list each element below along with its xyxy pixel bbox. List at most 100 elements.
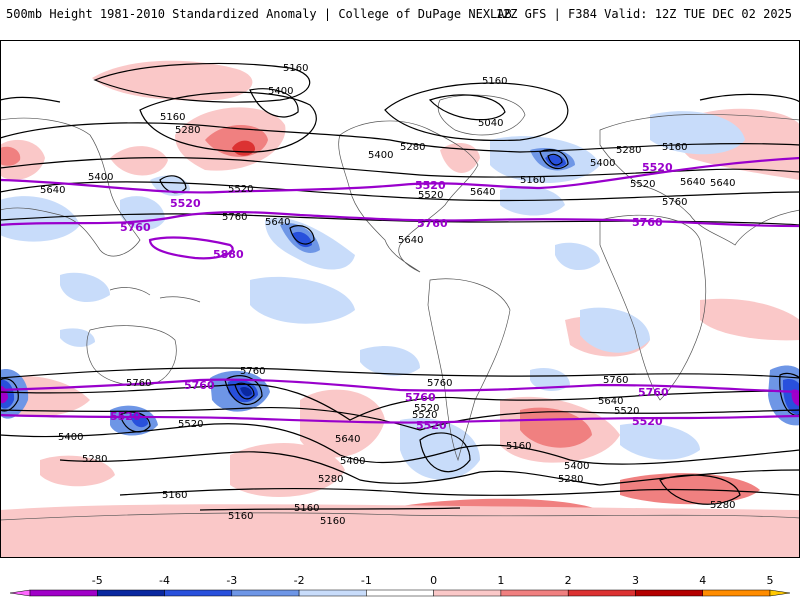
- highlight-5760-north: [0, 211, 800, 228]
- contour-label: 5760: [222, 212, 247, 223]
- contour-label: 5400: [58, 432, 83, 443]
- positive-anomaly-area: [700, 298, 800, 341]
- legend-tick-label: 4: [699, 574, 706, 587]
- contour-label: 5520: [630, 179, 655, 190]
- contour-5760: [0, 213, 800, 226]
- anomaly-map: 5160 5400 5160 5280 5160 5040 5280 5400 …: [0, 40, 800, 558]
- highlight-label: 5520: [416, 419, 447, 432]
- south-america-coast: [427, 278, 511, 462]
- positive-anomaly-area: [520, 407, 592, 448]
- contour-label: 5400: [340, 456, 365, 467]
- contour-5040: [428, 94, 506, 121]
- greenland-coast: [437, 94, 526, 136]
- contour-label: 5160: [506, 441, 531, 452]
- contour-label: 5160: [228, 511, 253, 522]
- antarctica-coast: [0, 512, 800, 521]
- legend-swatch: [635, 589, 703, 597]
- contour-label: 5520: [412, 410, 437, 421]
- contour-5760: [0, 367, 800, 379]
- highlight-contours: [0, 156, 800, 424]
- highlight-label: 5760: [184, 379, 215, 392]
- legend-swatch: [164, 589, 233, 597]
- contour-label: 5760: [603, 375, 628, 386]
- highlight-label: 5520: [110, 410, 141, 423]
- positive-anomaly-area: [92, 60, 253, 101]
- negative-anomaly-area: [60, 272, 110, 303]
- australia-coast: [86, 325, 177, 386]
- highlight-5880-north: [148, 236, 234, 260]
- asia-west-coast: [0, 117, 141, 257]
- contour-label: 5640: [265, 217, 290, 228]
- legend-tick-label: 1: [497, 574, 504, 587]
- contour-5160: [0, 96, 61, 103]
- contour-5520: [0, 157, 800, 178]
- highlight-label: 5760: [632, 216, 663, 229]
- legend-tick-label: 0: [430, 574, 437, 587]
- negative-anomaly-area: [60, 328, 95, 347]
- negative-anomaly-area: [360, 346, 420, 376]
- contour-loop: [539, 149, 569, 170]
- contour-label: 5160: [520, 175, 545, 186]
- contour-5520: [0, 406, 800, 431]
- legend-tick-label: 2: [565, 574, 572, 587]
- legend-swatch: [769, 589, 791, 597]
- contour-label: 5640: [398, 235, 423, 246]
- contour-loop: [159, 175, 187, 194]
- header-bar: 500mb Height 1981-2010 Standardized Anom…: [0, 0, 800, 40]
- eurasia-coast: [599, 113, 800, 246]
- contour-label: 5760: [126, 378, 151, 389]
- legend-swatch: [366, 589, 434, 597]
- africa-coast: [599, 214, 707, 401]
- contour-5160: [199, 507, 461, 511]
- contour-label: 5520: [228, 184, 253, 195]
- highlight-label: 5760: [417, 217, 448, 230]
- contour-label: 5280: [318, 474, 343, 485]
- negative-anomaly-area: [791, 389, 800, 406]
- legend-swatch: [702, 589, 771, 597]
- legend-swatch: [29, 589, 98, 597]
- positive-anomaly-area: [40, 455, 115, 487]
- contour-label: 5520: [414, 403, 439, 414]
- positive-anomaly-area: [110, 146, 168, 176]
- highlight-labels: 5880 5760 5760 5760 5520 5520 5520 5760 …: [110, 161, 673, 432]
- contour-labels: 5160 5400 5160 5280 5160 5040 5280 5400 …: [40, 63, 735, 527]
- highlight-5520-south: [0, 413, 800, 424]
- contour-5280: [59, 451, 800, 486]
- contour-label: 5400: [368, 150, 393, 161]
- contour-5400: [249, 88, 299, 118]
- negative-anomaly-area: [782, 378, 800, 415]
- legend-swatch: [567, 589, 636, 597]
- contour-label: 5280: [616, 145, 641, 156]
- contour-label: 5760: [240, 366, 265, 377]
- contour-label: 5400: [268, 86, 293, 97]
- legend-swatch: [97, 589, 165, 597]
- negative-anomaly-area: [580, 307, 650, 353]
- legend-tick-label: 3: [632, 574, 639, 587]
- highlight-5760-south: [0, 378, 800, 394]
- legend-tick-label: 5: [767, 574, 774, 587]
- legend-swatch: [500, 589, 569, 597]
- contour-label: 5280: [82, 454, 107, 465]
- contour-label: 5520: [614, 406, 639, 417]
- legend-swatch: [433, 589, 502, 597]
- contour-loop-south: [234, 382, 255, 400]
- highlight-label: 5760: [120, 221, 151, 234]
- contour-label: 5160: [294, 503, 319, 514]
- negative-anomaly-area: [400, 418, 480, 480]
- contour-label: 5640: [710, 178, 735, 189]
- contour-label: 5520: [178, 419, 203, 430]
- highlight-label: 5520: [642, 161, 673, 174]
- contour-label: 5640: [335, 434, 360, 445]
- legend-swatch: [9, 589, 31, 597]
- contour-loop-south: [779, 372, 800, 416]
- contour-loop-south: [0, 378, 19, 412]
- contour-label: 5640: [40, 185, 65, 196]
- legend-tick-label: -2: [294, 574, 305, 587]
- contour-label: 5160: [320, 516, 345, 527]
- negative-anomaly-area: [250, 276, 355, 324]
- legend-swatch: [231, 589, 300, 597]
- legend-swatch: [298, 589, 367, 597]
- positive-anomaly-area: [300, 389, 385, 458]
- negative-anomaly-area: [620, 423, 700, 460]
- legend-tick-labels: -5 -4 -3 -2 -1 0 1 2 3 4 5: [92, 574, 774, 587]
